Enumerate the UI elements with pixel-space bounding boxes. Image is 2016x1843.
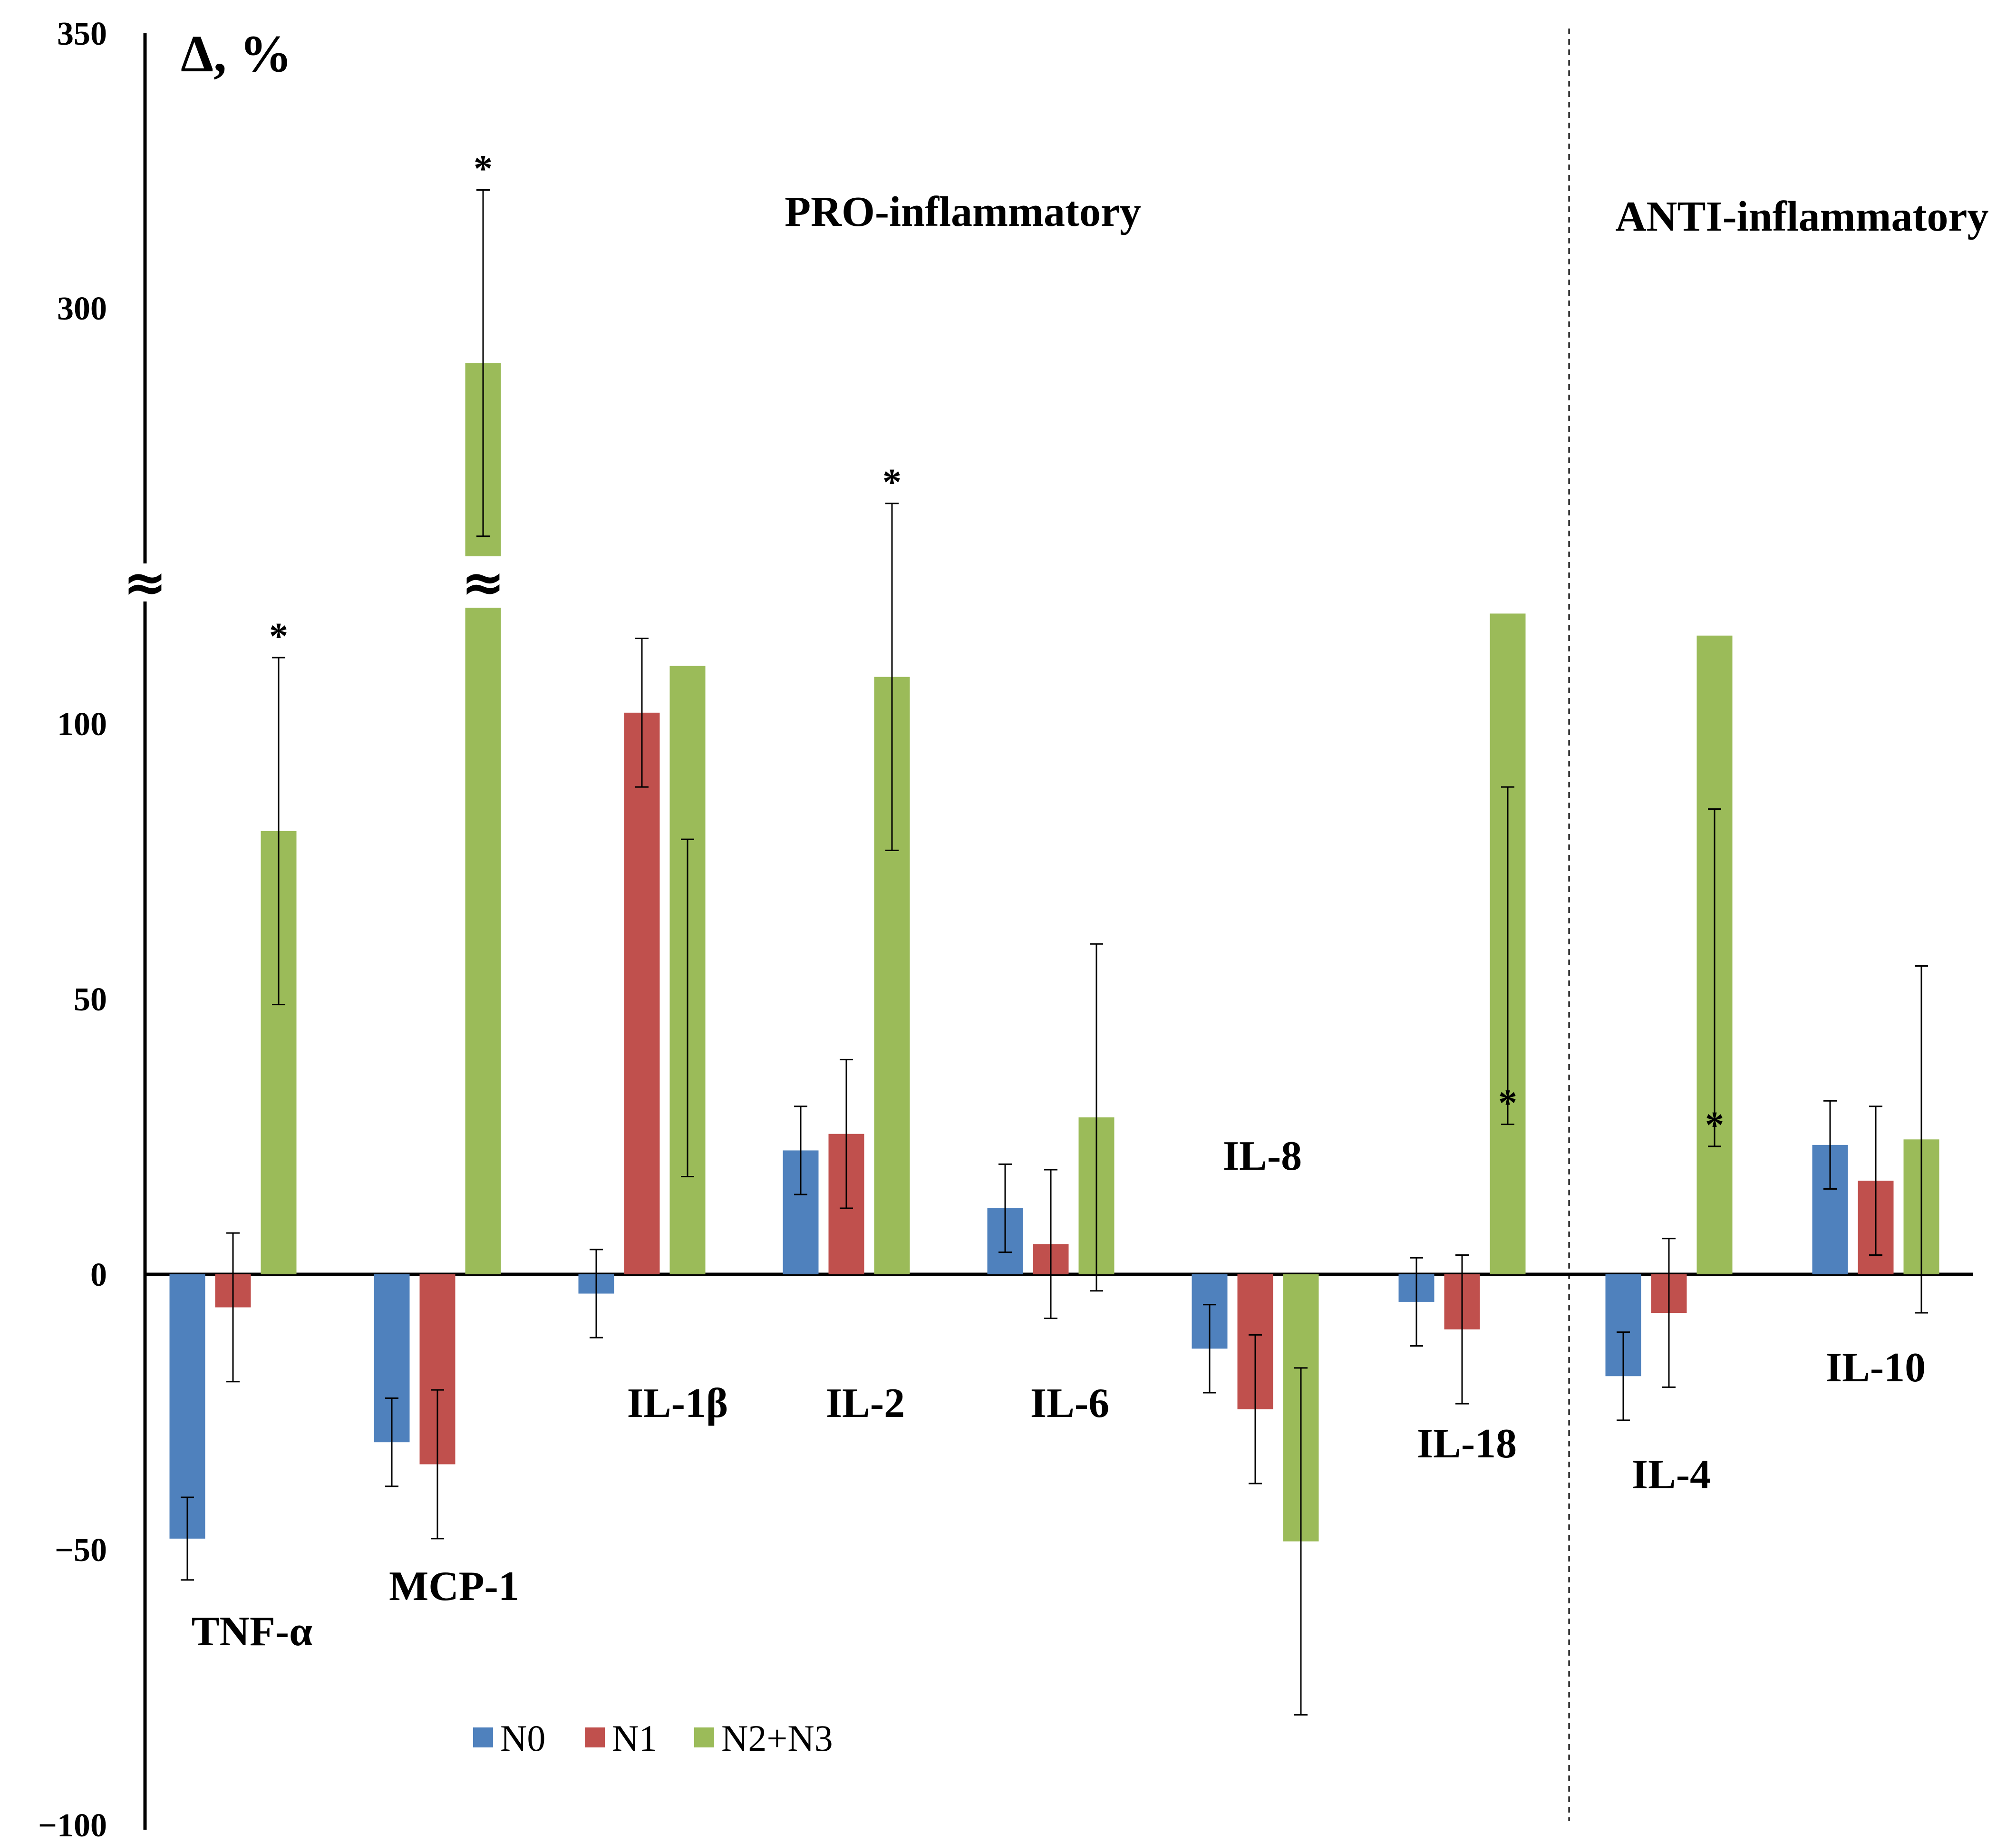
significance-star: * [269, 616, 288, 658]
category-label: MCP-1 [389, 1563, 519, 1610]
y-tick-label: −100 [38, 1807, 107, 1843]
group-label-anti: ANTI-inflammatory [1616, 193, 1989, 240]
category-label: IL-2 [826, 1380, 905, 1426]
category-label: IL-6 [1030, 1380, 1109, 1426]
y-tick-label: −50 [55, 1532, 107, 1569]
legend-swatch-n1 [585, 1727, 605, 1747]
significance-star: * [882, 462, 901, 504]
bar-n0 [169, 1274, 205, 1539]
bar-break-icon: ≈ [461, 552, 505, 613]
legend-label-n2n3: N2+N3 [721, 1717, 833, 1759]
significance-star: * [1705, 1105, 1724, 1146]
category-label: IL-8 [1223, 1133, 1302, 1179]
y-tick-label: 300 [57, 291, 107, 327]
y-tick-label: 100 [57, 706, 107, 743]
y-axis-label: Δ, % [181, 25, 292, 83]
legend-swatch-n2n3 [694, 1727, 714, 1747]
group-label-pro: PRO-inflammatory [785, 188, 1141, 235]
bar-n1 [624, 712, 660, 1274]
y-tick-label: 50 [74, 981, 107, 1018]
category-label: IL-18 [1417, 1421, 1517, 1467]
significance-star: * [1498, 1083, 1517, 1125]
legend-label-n1: N1 [612, 1717, 657, 1759]
y-axis-break-icon: ≈ [123, 552, 167, 613]
legend-swatch-n0 [473, 1727, 493, 1747]
significance-star: * [474, 148, 493, 190]
category-label: IL-1β [627, 1380, 728, 1426]
y-tick-label: 0 [90, 1257, 107, 1293]
legend: N0 N1 N2+N3 [473, 1717, 833, 1759]
category-label: IL-10 [1826, 1345, 1926, 1391]
category-label: TNF-α [192, 1609, 312, 1655]
bar-break-gap [463, 556, 503, 608]
y-tick-label: 350 [57, 16, 107, 52]
category-label: IL-4 [1632, 1452, 1711, 1498]
legend-label-n0: N0 [500, 1717, 545, 1759]
